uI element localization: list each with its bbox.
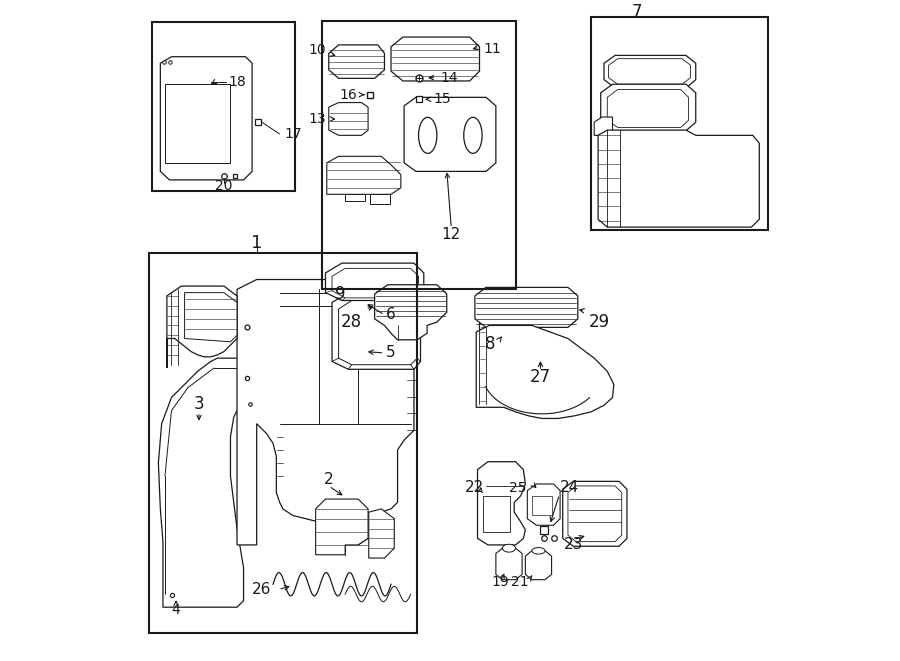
Polygon shape [332,268,419,298]
Polygon shape [328,102,368,136]
Polygon shape [326,263,424,301]
Text: 4: 4 [172,603,180,617]
Polygon shape [370,194,390,204]
Text: 8: 8 [485,334,495,353]
Bar [532,496,552,516]
Polygon shape [608,89,688,128]
Text: 11: 11 [483,42,501,56]
Text: 13: 13 [309,112,326,126]
Text: 7: 7 [632,3,642,21]
Text: 2: 2 [324,472,334,487]
Polygon shape [316,499,368,555]
Text: 26: 26 [252,582,272,597]
Polygon shape [568,486,622,541]
Text: 6: 6 [386,307,396,323]
Polygon shape [369,509,394,558]
Polygon shape [237,280,414,545]
Text: 9: 9 [335,285,346,303]
Bar [165,84,230,163]
Polygon shape [478,461,526,545]
Text: 28: 28 [340,313,362,331]
Text: 22: 22 [464,481,484,495]
Polygon shape [345,194,364,201]
Text: 18: 18 [229,75,247,89]
Text: 20: 20 [215,179,233,193]
Ellipse shape [464,117,482,153]
Polygon shape [480,299,534,337]
Bar [148,253,418,633]
Polygon shape [332,293,420,369]
Polygon shape [526,551,552,580]
Polygon shape [404,97,496,171]
Polygon shape [158,358,273,607]
Polygon shape [594,117,613,136]
Polygon shape [600,84,696,131]
Text: 3: 3 [194,395,204,413]
Polygon shape [184,293,237,342]
Text: 15: 15 [434,93,451,106]
Polygon shape [608,59,690,84]
Polygon shape [166,286,237,368]
Polygon shape [391,37,480,81]
Polygon shape [598,130,760,227]
Bar [322,20,516,290]
Polygon shape [338,301,418,365]
Text: 16: 16 [339,88,357,102]
Bar [152,22,295,191]
Polygon shape [496,548,522,580]
Polygon shape [374,285,446,340]
Bar [482,496,510,532]
Text: 1: 1 [251,235,263,253]
Polygon shape [475,288,578,327]
Text: 12: 12 [442,227,461,243]
Polygon shape [604,56,696,88]
Polygon shape [328,45,384,79]
Text: 23: 23 [563,537,583,553]
Text: 14: 14 [440,71,458,85]
Text: 19: 19 [491,575,509,590]
Text: 10: 10 [309,43,326,57]
Ellipse shape [418,117,436,153]
Polygon shape [527,484,560,525]
Text: 29: 29 [589,313,610,331]
Text: 5: 5 [386,346,396,360]
Polygon shape [476,325,614,418]
Polygon shape [327,156,400,194]
Text: 21: 21 [510,575,528,590]
Polygon shape [160,57,252,180]
Ellipse shape [502,544,516,552]
Bar [591,17,768,231]
Text: 25: 25 [509,481,526,495]
Polygon shape [562,481,627,546]
Text: 27: 27 [530,368,551,385]
Text: 24: 24 [560,481,580,495]
Text: 17: 17 [285,127,302,141]
Ellipse shape [532,547,545,554]
